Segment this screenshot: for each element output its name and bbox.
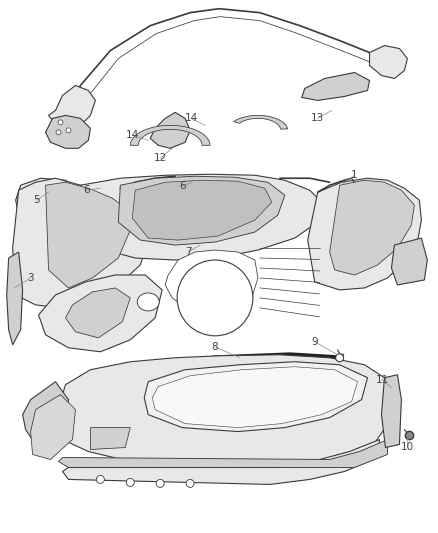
Text: 8: 8 bbox=[212, 342, 218, 352]
Polygon shape bbox=[165, 250, 258, 318]
Polygon shape bbox=[132, 180, 272, 240]
Polygon shape bbox=[46, 116, 90, 148]
Polygon shape bbox=[39, 275, 162, 352]
Polygon shape bbox=[59, 355, 389, 470]
Polygon shape bbox=[302, 72, 370, 100]
Polygon shape bbox=[144, 362, 367, 432]
Ellipse shape bbox=[137, 293, 159, 311]
Polygon shape bbox=[381, 375, 401, 448]
Circle shape bbox=[56, 130, 61, 135]
Polygon shape bbox=[66, 288, 130, 338]
Circle shape bbox=[66, 128, 71, 133]
Polygon shape bbox=[31, 394, 75, 459]
Text: 10: 10 bbox=[401, 441, 414, 451]
Polygon shape bbox=[152, 367, 357, 427]
Circle shape bbox=[177, 260, 253, 336]
Text: 6: 6 bbox=[83, 185, 90, 195]
Polygon shape bbox=[23, 382, 68, 448]
Polygon shape bbox=[13, 178, 148, 308]
Polygon shape bbox=[330, 180, 414, 275]
Polygon shape bbox=[46, 182, 130, 288]
Text: 9: 9 bbox=[311, 337, 318, 347]
Circle shape bbox=[156, 480, 164, 487]
Circle shape bbox=[126, 479, 134, 487]
Polygon shape bbox=[150, 112, 190, 148]
Text: 14: 14 bbox=[184, 114, 198, 123]
Circle shape bbox=[336, 354, 343, 362]
Text: 5: 5 bbox=[33, 195, 40, 205]
Circle shape bbox=[58, 120, 63, 125]
Circle shape bbox=[96, 475, 104, 483]
Polygon shape bbox=[7, 252, 23, 345]
Polygon shape bbox=[118, 176, 285, 245]
Circle shape bbox=[186, 480, 194, 487]
Text: 6: 6 bbox=[179, 181, 185, 191]
Text: 14: 14 bbox=[126, 131, 139, 140]
Polygon shape bbox=[392, 238, 427, 285]
Text: 3: 3 bbox=[27, 273, 34, 283]
Text: 11: 11 bbox=[376, 375, 389, 385]
Text: 1: 1 bbox=[351, 170, 358, 180]
Polygon shape bbox=[59, 440, 388, 467]
Polygon shape bbox=[234, 116, 288, 129]
Polygon shape bbox=[370, 46, 407, 78]
Polygon shape bbox=[16, 178, 81, 228]
Polygon shape bbox=[90, 427, 130, 449]
Polygon shape bbox=[130, 125, 210, 146]
Polygon shape bbox=[49, 85, 95, 131]
Polygon shape bbox=[63, 440, 379, 484]
Polygon shape bbox=[75, 174, 325, 260]
Text: 7: 7 bbox=[185, 247, 191, 257]
Text: 12: 12 bbox=[154, 154, 167, 163]
Polygon shape bbox=[308, 178, 421, 290]
Text: 13: 13 bbox=[311, 114, 324, 123]
